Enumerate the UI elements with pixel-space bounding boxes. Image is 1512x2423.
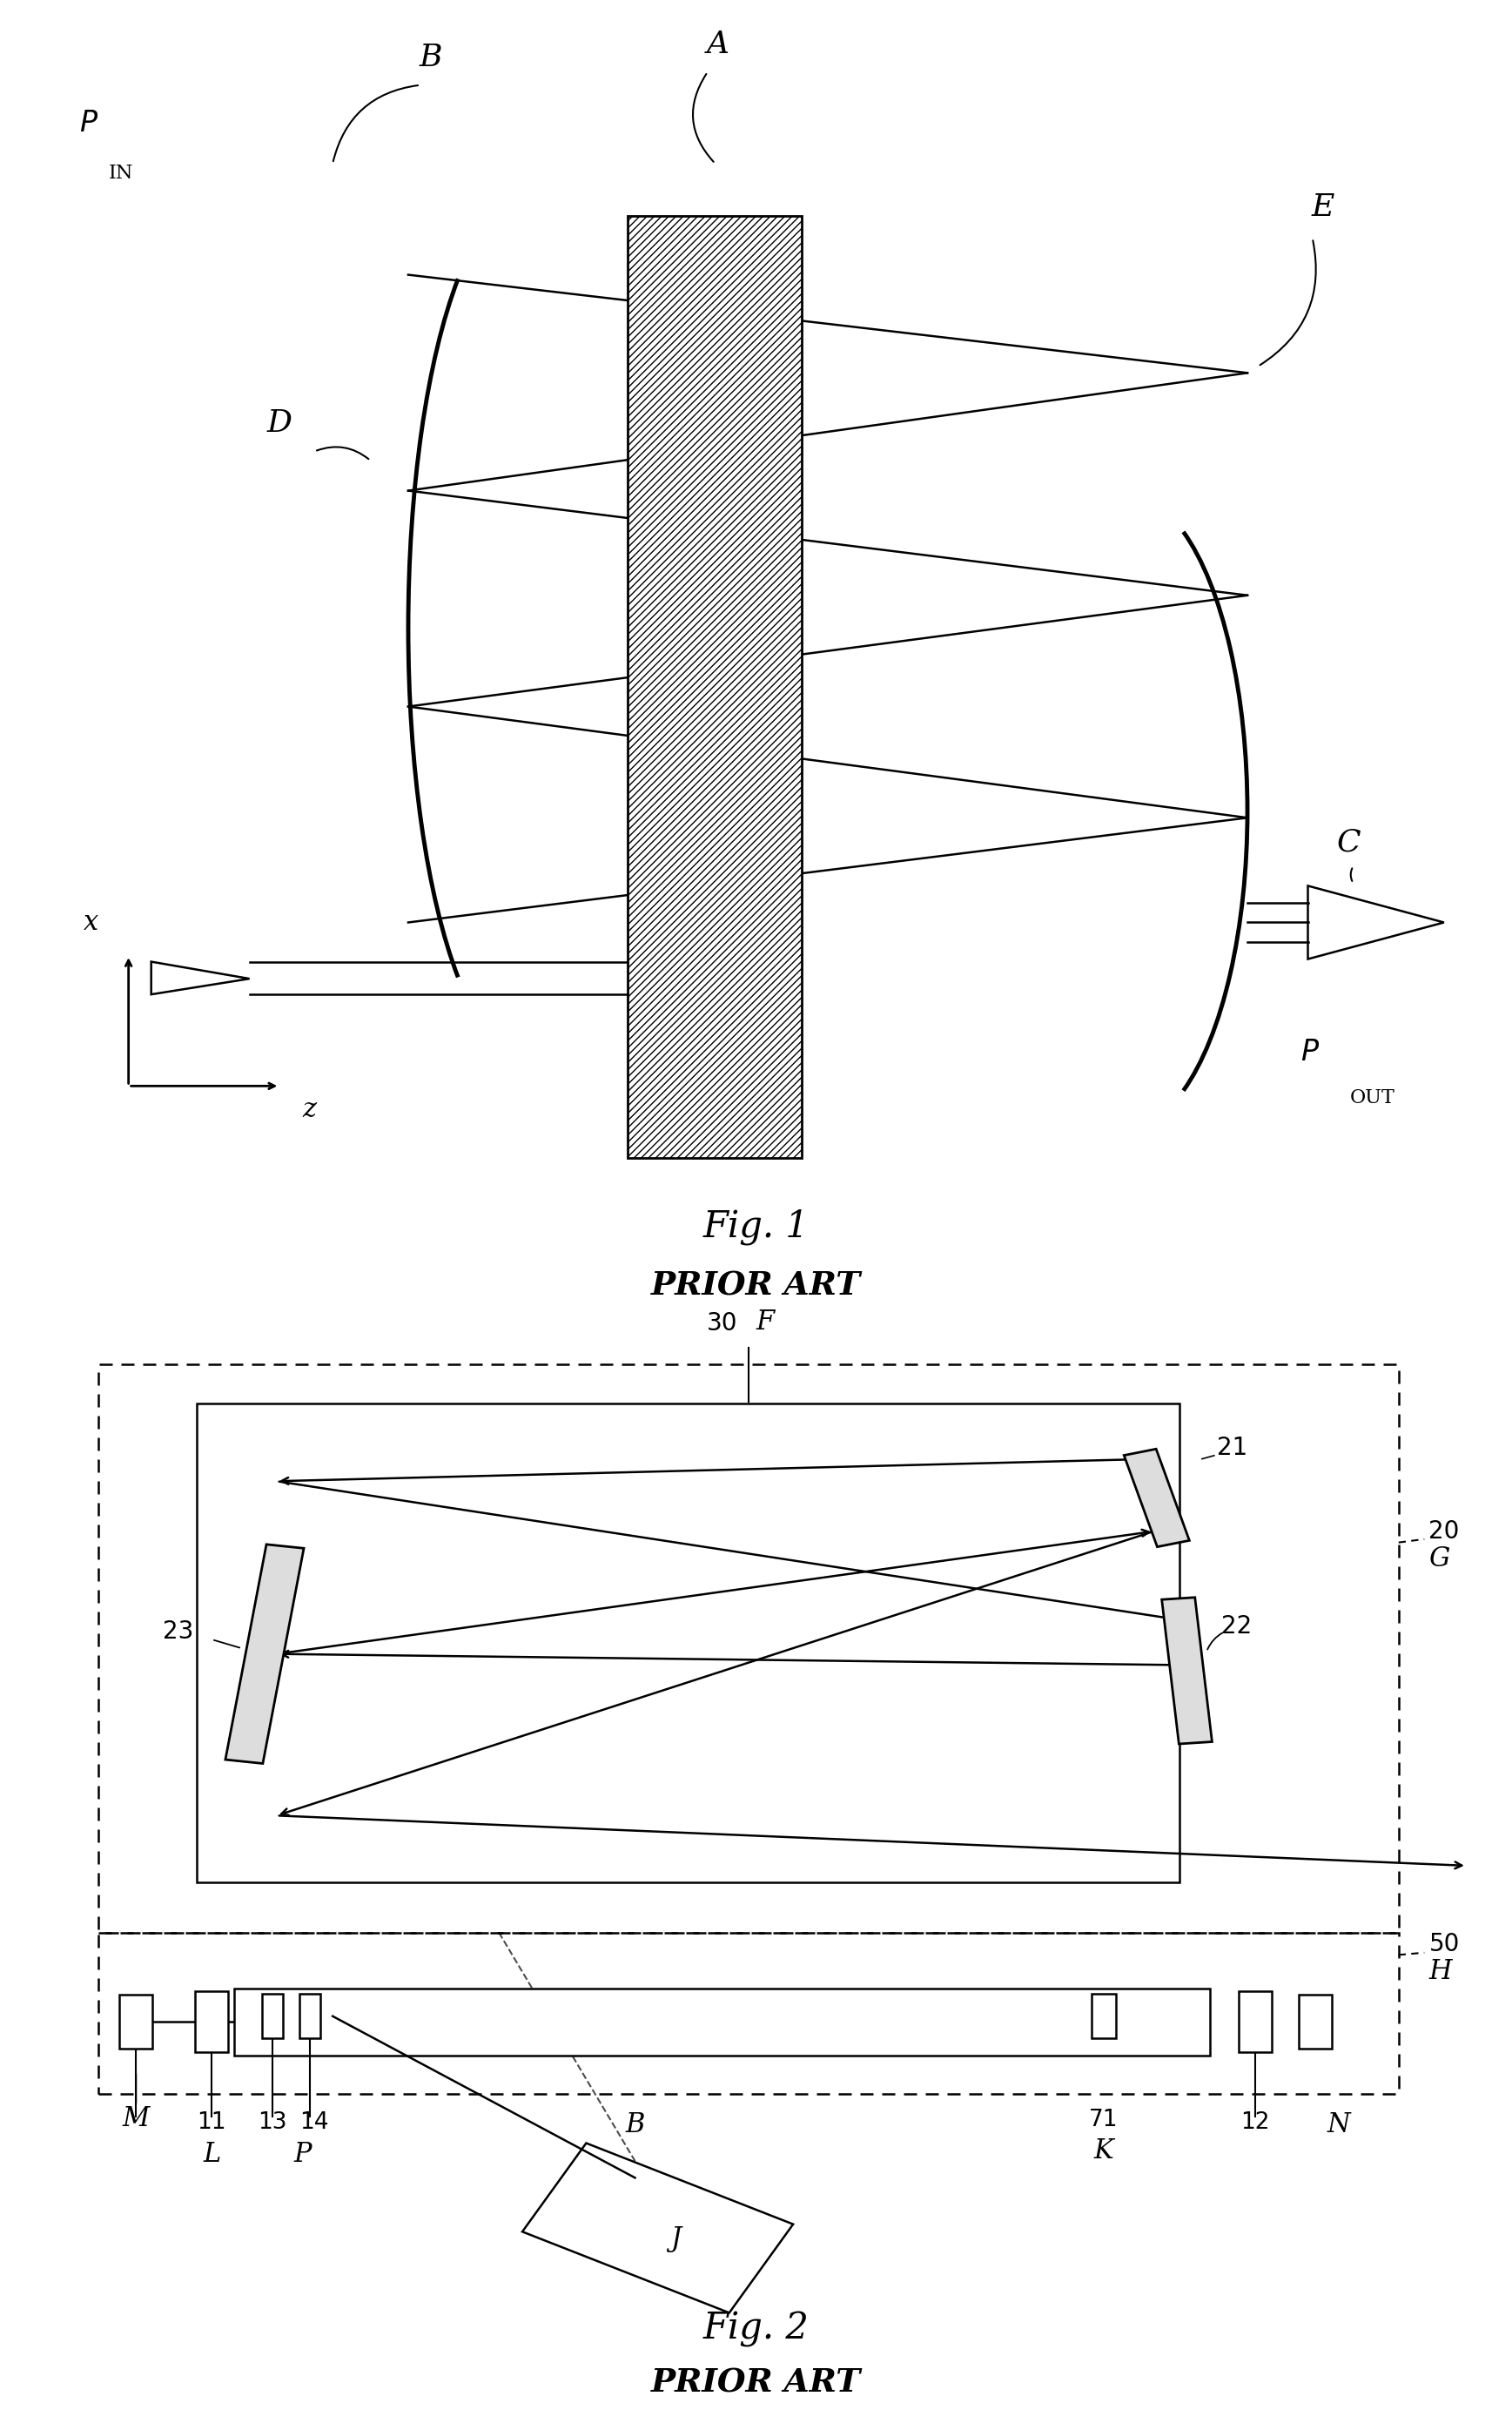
Bar <box>627 216 801 1158</box>
Text: 20: 20 <box>1429 1519 1459 1543</box>
Bar <box>98 1934 1399 2093</box>
Text: B: B <box>626 2110 644 2137</box>
Polygon shape <box>225 1543 304 1764</box>
Bar <box>119 1994 153 2047</box>
Bar <box>1299 1994 1332 2047</box>
Bar <box>299 1994 321 2038</box>
Text: $P$: $P$ <box>1300 1039 1320 1066</box>
Text: 50: 50 <box>1429 1931 1459 1955</box>
Text: A: A <box>706 29 730 58</box>
Text: J: J <box>670 2227 682 2253</box>
Bar <box>1238 1992 1272 2052</box>
Text: 23: 23 <box>163 1619 194 1643</box>
Bar <box>98 1364 1399 1934</box>
Bar <box>195 1992 228 2052</box>
Bar <box>1092 1994 1116 2038</box>
Text: x: x <box>83 909 98 935</box>
Text: 14: 14 <box>299 2110 330 2135</box>
Text: B: B <box>419 41 443 73</box>
Text: N: N <box>1328 2110 1350 2137</box>
Text: 13: 13 <box>257 2110 287 2135</box>
Text: PRIOR ART: PRIOR ART <box>652 1270 860 1301</box>
Text: OUT: OUT <box>1350 1088 1396 1107</box>
Text: P: P <box>293 2142 311 2169</box>
Text: F: F <box>756 1308 774 1335</box>
Text: G: G <box>1429 1546 1450 1573</box>
Text: IN: IN <box>109 165 133 182</box>
Text: K: K <box>1093 2137 1114 2164</box>
Bar <box>197 1403 1179 1883</box>
Text: 22: 22 <box>1222 1614 1252 1638</box>
Text: M: M <box>122 2106 150 2132</box>
Text: L: L <box>203 2142 221 2169</box>
Polygon shape <box>1123 1449 1190 1546</box>
Text: Fig. 2: Fig. 2 <box>703 2312 809 2348</box>
Bar <box>627 216 801 1158</box>
Text: C: C <box>1337 826 1361 858</box>
Text: 12: 12 <box>1240 2110 1270 2135</box>
Text: D: D <box>268 409 292 439</box>
Text: 11: 11 <box>197 2110 227 2135</box>
Text: $P$: $P$ <box>79 109 98 138</box>
Text: 71: 71 <box>1089 2108 1119 2132</box>
Text: 21: 21 <box>1217 1434 1247 1461</box>
Text: PRIOR ART: PRIOR ART <box>652 2367 860 2399</box>
Bar <box>262 1994 283 2038</box>
Text: z: z <box>302 1098 316 1124</box>
Text: H: H <box>1429 1958 1452 1984</box>
Polygon shape <box>1161 1597 1213 1745</box>
Text: E: E <box>1311 194 1335 223</box>
Text: Fig. 1: Fig. 1 <box>703 1209 809 1245</box>
Bar <box>234 1989 1210 2055</box>
Text: 30: 30 <box>708 1311 738 1335</box>
